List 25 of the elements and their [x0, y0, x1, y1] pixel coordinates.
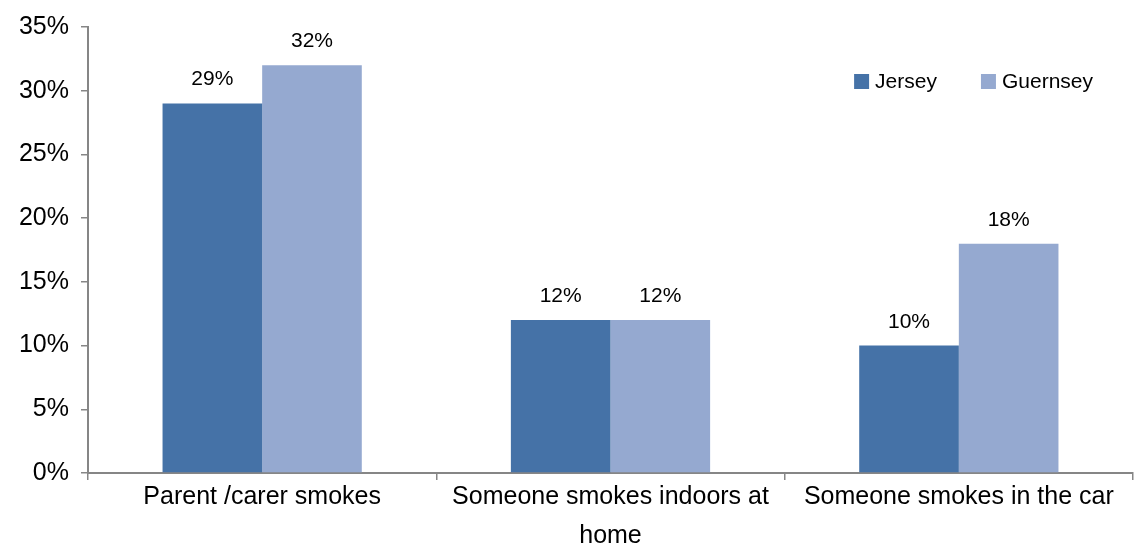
legend-label: Jersey — [875, 69, 938, 93]
y-tick-label: 5% — [32, 393, 69, 422]
y-tick-label: 0% — [32, 456, 69, 485]
data-label: 12% — [639, 283, 682, 307]
bar — [610, 320, 711, 473]
y-tick-label: 30% — [18, 74, 69, 103]
bar — [859, 345, 959, 473]
data-label: 10% — [888, 308, 931, 332]
x-tick-label: Parent /carer smokes — [143, 481, 381, 510]
data-label: 12% — [539, 283, 582, 307]
bar — [958, 243, 1059, 473]
data-label: 29% — [191, 66, 234, 90]
x-tick-label: Someone smokes in the car — [803, 481, 1114, 510]
bar — [162, 103, 263, 473]
y-tick-label: 35% — [18, 10, 69, 39]
y-tick-label: 20% — [18, 202, 69, 231]
data-label: 32% — [290, 28, 333, 52]
bar — [262, 65, 362, 473]
data-label: 18% — [987, 206, 1030, 230]
y-tick-label: 10% — [18, 329, 69, 358]
y-tick-label: 15% — [18, 265, 69, 294]
legend-label: Guernsey — [1001, 69, 1094, 93]
bar — [510, 320, 611, 473]
x-tick-label: Someone smokes indoors at home — [452, 481, 769, 549]
y-tick-label: 25% — [18, 138, 69, 167]
